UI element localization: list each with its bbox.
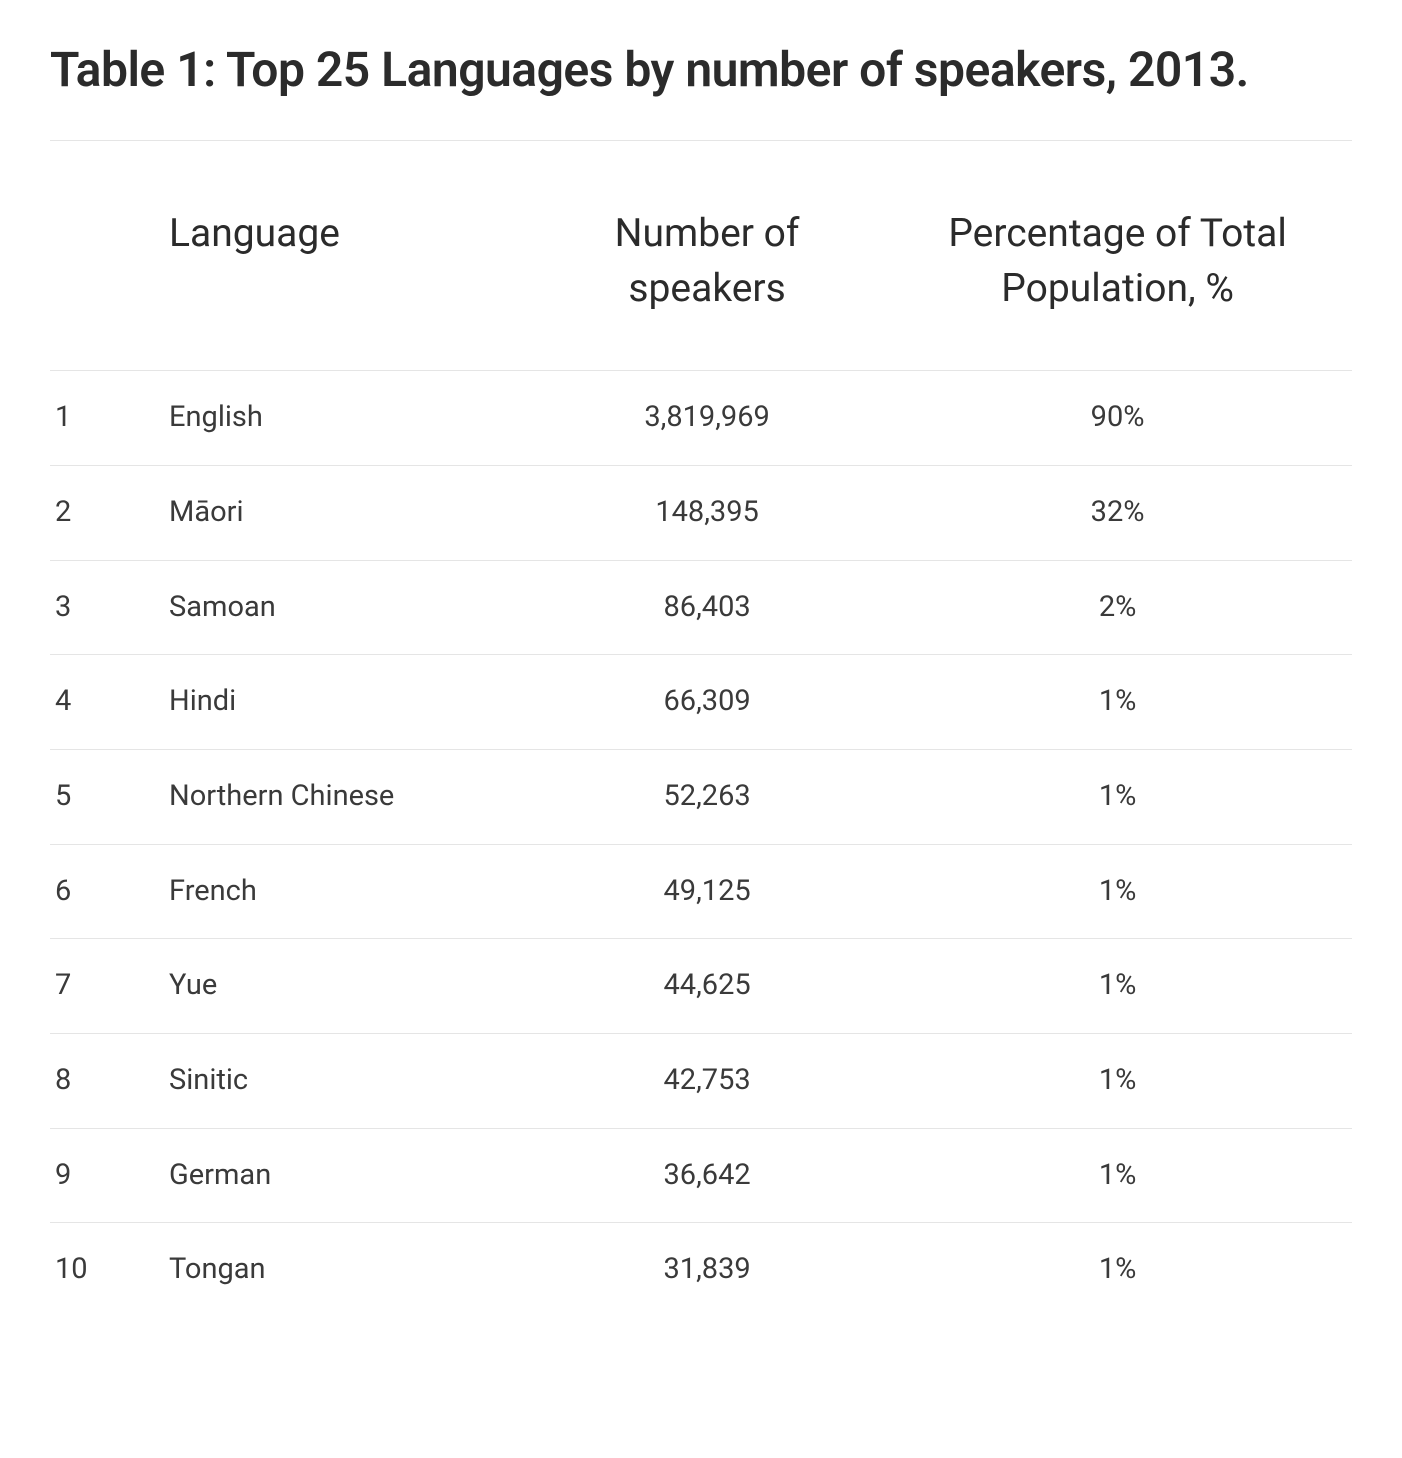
cell-speakers: 86,403	[531, 560, 883, 655]
cell-rank: 5	[50, 749, 119, 844]
cell-speakers: 148,395	[531, 465, 883, 560]
cell-percent: 2%	[883, 560, 1352, 655]
table-row: 8 Sinitic 42,753 1%	[50, 1034, 1352, 1129]
table-header-row: Language Number of speakers Percentage o…	[50, 186, 1352, 371]
cell-speakers: 31,839	[531, 1223, 883, 1317]
table-row: 10 Tongan 31,839 1%	[50, 1223, 1352, 1317]
cell-language: Hindi	[119, 655, 531, 750]
cell-percent: 90%	[883, 371, 1352, 466]
table-title: Table 1: Top 25 Languages by number of s…	[50, 40, 1352, 100]
cell-percent: 32%	[883, 465, 1352, 560]
cell-rank: 7	[50, 939, 119, 1034]
cell-rank: 4	[50, 655, 119, 750]
cell-language: Māori	[119, 465, 531, 560]
header-rank	[50, 186, 119, 371]
table-row: 1 English 3,819,969 90%	[50, 371, 1352, 466]
header-percent: Percentage of Total Population, %	[883, 186, 1352, 371]
cell-percent: 1%	[883, 1223, 1352, 1317]
cell-speakers: 52,263	[531, 749, 883, 844]
table-row: 5 Northern Chinese 52,263 1%	[50, 749, 1352, 844]
cell-speakers: 44,625	[531, 939, 883, 1034]
cell-rank: 6	[50, 844, 119, 939]
cell-language: Samoan	[119, 560, 531, 655]
cell-percent: 1%	[883, 1128, 1352, 1223]
cell-rank: 10	[50, 1223, 119, 1317]
cell-rank: 8	[50, 1034, 119, 1129]
cell-speakers: 36,642	[531, 1128, 883, 1223]
header-language: Language	[119, 186, 531, 371]
cell-speakers: 49,125	[531, 844, 883, 939]
header-speakers: Number of speakers	[531, 186, 883, 371]
cell-language: French	[119, 844, 531, 939]
cell-percent: 1%	[883, 655, 1352, 750]
cell-speakers: 42,753	[531, 1034, 883, 1129]
table-row: 2 Māori 148,395 32%	[50, 465, 1352, 560]
cell-rank: 1	[50, 371, 119, 466]
cell-language: Yue	[119, 939, 531, 1034]
cell-percent: 1%	[883, 844, 1352, 939]
cell-language: Northern Chinese	[119, 749, 531, 844]
cell-language: English	[119, 371, 531, 466]
cell-rank: 2	[50, 465, 119, 560]
cell-language: Tongan	[119, 1223, 531, 1317]
table-row: 6 French 49,125 1%	[50, 844, 1352, 939]
cell-rank: 9	[50, 1128, 119, 1223]
table-row: 4 Hindi 66,309 1%	[50, 655, 1352, 750]
cell-rank: 3	[50, 560, 119, 655]
cell-percent: 1%	[883, 939, 1352, 1034]
cell-speakers: 66,309	[531, 655, 883, 750]
table-row: 7 Yue 44,625 1%	[50, 939, 1352, 1034]
table-row: 9 German 36,642 1%	[50, 1128, 1352, 1223]
cell-speakers: 3,819,969	[531, 371, 883, 466]
cell-language: Sinitic	[119, 1034, 531, 1129]
cell-percent: 1%	[883, 1034, 1352, 1129]
title-divider	[50, 140, 1352, 141]
languages-table: Language Number of speakers Percentage o…	[50, 186, 1352, 1317]
table-body: 1 English 3,819,969 90% 2 Māori 148,395 …	[50, 371, 1352, 1317]
cell-percent: 1%	[883, 749, 1352, 844]
table-row: 3 Samoan 86,403 2%	[50, 560, 1352, 655]
cell-language: German	[119, 1128, 531, 1223]
